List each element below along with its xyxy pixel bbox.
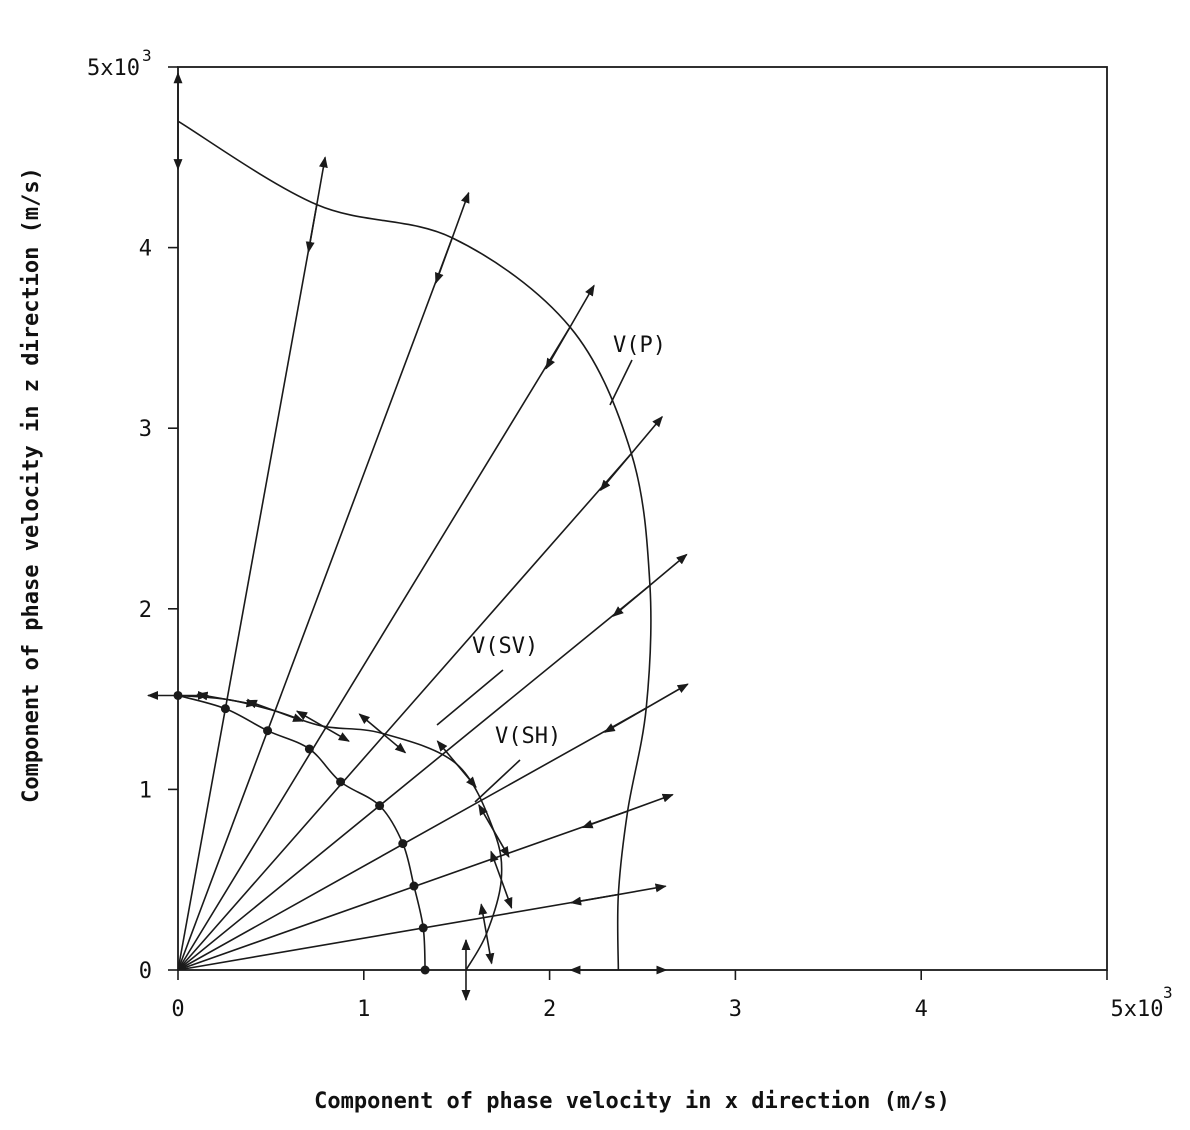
- ray-line: [177, 326, 571, 971]
- y-tick-label: 0: [139, 959, 152, 984]
- sh-data-point: [263, 726, 273, 736]
- vsh-label-leader: [474, 759, 521, 803]
- ray-line: [177, 584, 651, 971]
- x-tick-exponent: 3: [1163, 983, 1173, 1002]
- p-polarization-arrow: [599, 415, 663, 492]
- p-polarization-arrow: [581, 793, 674, 829]
- ray-line: [177, 452, 632, 971]
- p-polarization-arrow: [435, 191, 470, 285]
- sh-curve-dots: [173, 690, 430, 975]
- y-tick-label: 1: [139, 778, 152, 803]
- p-polarization-arrow: [545, 284, 595, 370]
- sh-data-point: [409, 881, 419, 891]
- sh-data-point: [304, 744, 314, 754]
- ray-line: [177, 204, 318, 971]
- sv-polarization-arrow: [245, 699, 305, 722]
- polarization-arrows: [146, 72, 689, 1002]
- sh-data-point: [375, 801, 385, 811]
- sv-polarization-arrow: [358, 713, 407, 754]
- sh-data-point: [398, 839, 408, 849]
- p-polarization-arrow: [612, 553, 688, 617]
- p-polarization-arrow: [569, 883, 667, 906]
- p-polarization-arrow: [305, 156, 328, 253]
- sh-data-point: [220, 704, 230, 714]
- ray-lines: [177, 204, 651, 971]
- y-tick-label: 3: [139, 417, 152, 442]
- ray-line: [177, 893, 619, 971]
- p-polarization-arrow: [603, 683, 689, 733]
- x-axis-title: Component of phase velocity in x directi…: [314, 1089, 950, 1114]
- x-tick-label: 2: [543, 997, 556, 1022]
- vp-curve: [177, 120, 652, 971]
- sh-data-point: [420, 965, 430, 975]
- x-tick-label: 1: [357, 997, 370, 1022]
- x-tick-label: 5x10: [1111, 997, 1164, 1022]
- sv-polarization-arrow: [478, 903, 495, 965]
- ray-line: [177, 810, 628, 971]
- y-tick-label: 4: [139, 237, 152, 262]
- y-tick-label: 5x10: [87, 56, 140, 81]
- ray-line: [177, 237, 453, 971]
- vsh-curve-label: V(SH): [495, 724, 561, 749]
- vp-curve-label: V(P): [613, 333, 666, 358]
- sh-data-point: [336, 777, 346, 787]
- sv-polarization-arrow: [295, 710, 350, 742]
- sh-data-point: [418, 923, 428, 933]
- ray-line: [177, 707, 647, 971]
- vp-label-leader: [609, 359, 633, 406]
- x-tick-label: 3: [729, 997, 742, 1022]
- sv-polarization-arrow: [478, 803, 510, 858]
- x-tick-label: 4: [915, 997, 928, 1022]
- x-tick-label: 0: [171, 997, 184, 1022]
- y-tick-label: 2: [139, 598, 152, 623]
- velocity-curves: [177, 120, 652, 971]
- y-tick-exponent: 3: [142, 46, 152, 65]
- sv-polarization-arrow: [490, 850, 513, 909]
- y-axis-title: Component of phase velocity in z directi…: [19, 167, 44, 803]
- vsv-label-leader: [436, 669, 504, 726]
- vsv-curve-label: V(SV): [472, 634, 538, 659]
- sv-polarization-arrow: [436, 740, 477, 788]
